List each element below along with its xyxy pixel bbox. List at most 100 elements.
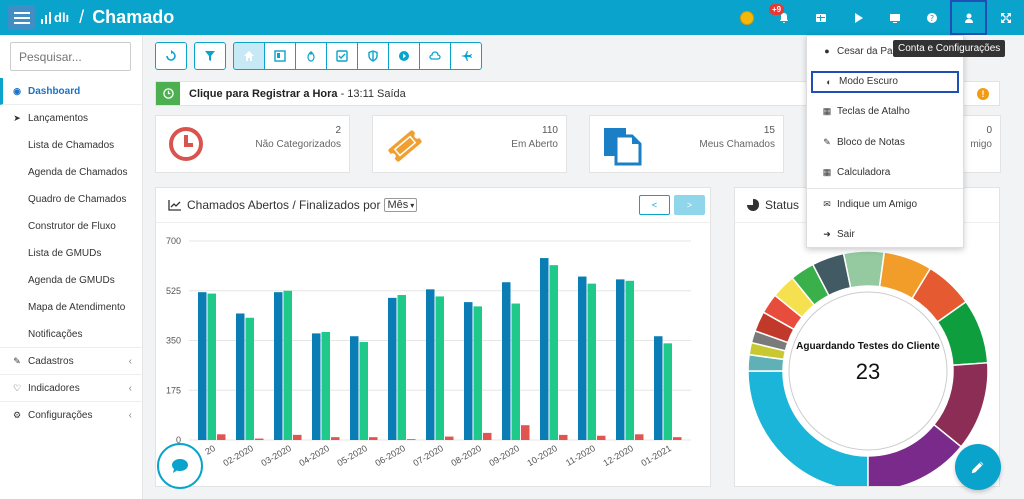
y-tick-label: 525: [166, 286, 181, 296]
check-button[interactable]: [326, 42, 358, 70]
logout-icon: ➜: [823, 229, 831, 240]
chat-button[interactable]: [157, 443, 203, 489]
documents-icon: [604, 128, 642, 166]
card-em-aberto[interactable]: 110 Em Aberto: [372, 115, 567, 173]
card-label: Não Categorizados: [255, 139, 341, 150]
sidebar-item-notificacoes[interactable]: Notificações: [0, 321, 142, 348]
dashboard-icon: ◉: [13, 85, 21, 96]
ticket-icon: [388, 130, 422, 162]
sidebar-item-agenda-gmuds[interactable]: Agenda de GMUDs: [0, 267, 142, 294]
y-tick-label: 175: [166, 385, 181, 395]
sidebar-item-label: Agenda de Chamados: [28, 167, 128, 178]
bar: [359, 341, 368, 440]
coin-button[interactable]: [728, 0, 765, 35]
account-tooltip: Conta e Configurações: [893, 40, 1006, 57]
bar: [587, 283, 596, 440]
card-value: 2: [335, 125, 341, 136]
line-chart-icon: [168, 200, 181, 211]
menu-item-label: Calculadora: [837, 167, 891, 179]
logo[interactable]: dlı: [41, 10, 69, 25]
play-circle-button[interactable]: [388, 42, 420, 70]
donut-center-value: 23: [856, 359, 880, 384]
chevron-down-icon: ▾: [410, 200, 415, 210]
gear-icon: ⚙: [12, 410, 22, 420]
menu-item-calculator[interactable]: ▦ Calculadora: [807, 158, 963, 189]
play-button[interactable]: [839, 0, 876, 35]
card-nao-categorizados[interactable]: 2 Não Categorizados: [155, 115, 350, 173]
prev-button[interactable]: <: [639, 195, 670, 215]
next-button[interactable]: >: [674, 195, 705, 215]
sidebar-item-label: Indicadores: [28, 382, 80, 394]
sidebar-item-lista-gmuds[interactable]: Lista de GMUDs: [0, 240, 142, 267]
cloud-button[interactable]: [419, 42, 451, 70]
menu-item-user[interactable]: ● Cesar da Paz: [807, 36, 963, 67]
status-title: Status: [765, 198, 800, 212]
bar: [540, 258, 549, 440]
search-input[interactable]: [10, 42, 131, 71]
menu-item-label: Indique um Amigo: [837, 198, 918, 210]
bar: [578, 276, 587, 440]
sidebar-item-label: Notificações: [28, 328, 83, 340]
help-button[interactable]: ?: [913, 0, 950, 35]
sidebar-item-lancamentos[interactable]: ➤ Lançamentos: [0, 105, 142, 132]
home-icon: [244, 51, 254, 61]
sidebar-item-quadro-chamados[interactable]: Quadro de Chamados: [0, 186, 142, 213]
sidebar-item-configuracoes[interactable]: ⚙ Configurações ‹: [0, 402, 142, 429]
sidebar-item-construtor-fluxo[interactable]: Construtor de Fluxo: [0, 213, 142, 240]
shield-icon: [368, 50, 378, 62]
bar: [331, 437, 340, 440]
checkbox-icon: [336, 50, 348, 62]
menu-item-notepad[interactable]: ✎ Bloco de Notas: [807, 127, 963, 158]
menu-item-shortcuts[interactable]: ▦ Teclas de Atalho: [807, 97, 963, 128]
chart-panel: Chamados Abertos / Finalizados por Mês ▾ …: [155, 187, 711, 487]
linux-button[interactable]: [295, 42, 327, 70]
card-value: 110: [542, 125, 558, 136]
status-donut-chart: Aguardando Testes do Cliente 23: [747, 250, 989, 487]
card-meus-chamados[interactable]: 15 Meus Chamados: [589, 115, 784, 173]
edit-fab-button[interactable]: [955, 444, 1001, 490]
bar: [521, 425, 530, 440]
menu-item-label: Cesar da Paz: [837, 45, 898, 57]
chevron-left-icon: ‹: [128, 382, 132, 394]
bar: [473, 306, 482, 440]
shield-button[interactable]: [357, 42, 389, 70]
page-title: Chamado: [92, 7, 175, 27]
menu-item-refer-friend[interactable]: ✉ Indique um Amigo: [807, 189, 963, 220]
pie-chart-icon: [747, 199, 759, 211]
notifications-button[interactable]: +9: [765, 0, 802, 35]
title-separator: /: [79, 7, 85, 27]
sidebar-item-dashboard[interactable]: ◉ Dashboard: [0, 78, 142, 105]
account-settings-button[interactable]: [950, 0, 987, 35]
bar: [350, 336, 359, 440]
home-button[interactable]: [233, 42, 265, 70]
donut-center-label: Aguardando Testes do Cliente: [796, 341, 940, 352]
bar: [445, 436, 454, 440]
menu-item-dark-mode[interactable]: ◐ Modo Escuro: [811, 70, 959, 93]
sidebar-item-agenda-chamados[interactable]: Agenda de Chamados: [0, 159, 142, 186]
menu-item-label: Sair: [837, 229, 855, 241]
bar: [597, 435, 606, 440]
sidebar-item-cadastros[interactable]: ✎ Cadastros ‹: [0, 348, 142, 375]
hamburger-menu-button[interactable]: [8, 5, 35, 30]
menu-item-logout[interactable]: ➜ Sair: [807, 220, 963, 251]
sidebar-item-indicadores[interactable]: ♡ Indicadores ‹: [0, 375, 142, 402]
sidebar-item-mapa-atendimento[interactable]: Mapa de Atendimento: [0, 294, 142, 321]
apps-button[interactable]: [802, 0, 839, 35]
chart-pager: < >: [639, 195, 705, 215]
bar: [388, 297, 397, 440]
donut-segment[interactable]: [747, 370, 869, 487]
card-label: migo: [970, 139, 992, 150]
expand-button[interactable]: [987, 0, 1024, 35]
period-select[interactable]: Mês ▾: [384, 198, 418, 212]
plane-button[interactable]: [450, 42, 482, 70]
donut-segment[interactable]: [867, 423, 963, 487]
board-button[interactable]: [264, 42, 296, 70]
info-icon[interactable]: !: [977, 88, 989, 100]
filter-button[interactable]: [194, 42, 226, 70]
bar: [293, 434, 302, 440]
refresh-button[interactable]: [155, 42, 187, 70]
monitor-button[interactable]: [876, 0, 913, 35]
donut-segment[interactable]: [842, 250, 886, 289]
sidebar-item-lista-chamados[interactable]: Lista de Chamados: [0, 132, 142, 159]
y-tick-label: 350: [166, 336, 181, 346]
